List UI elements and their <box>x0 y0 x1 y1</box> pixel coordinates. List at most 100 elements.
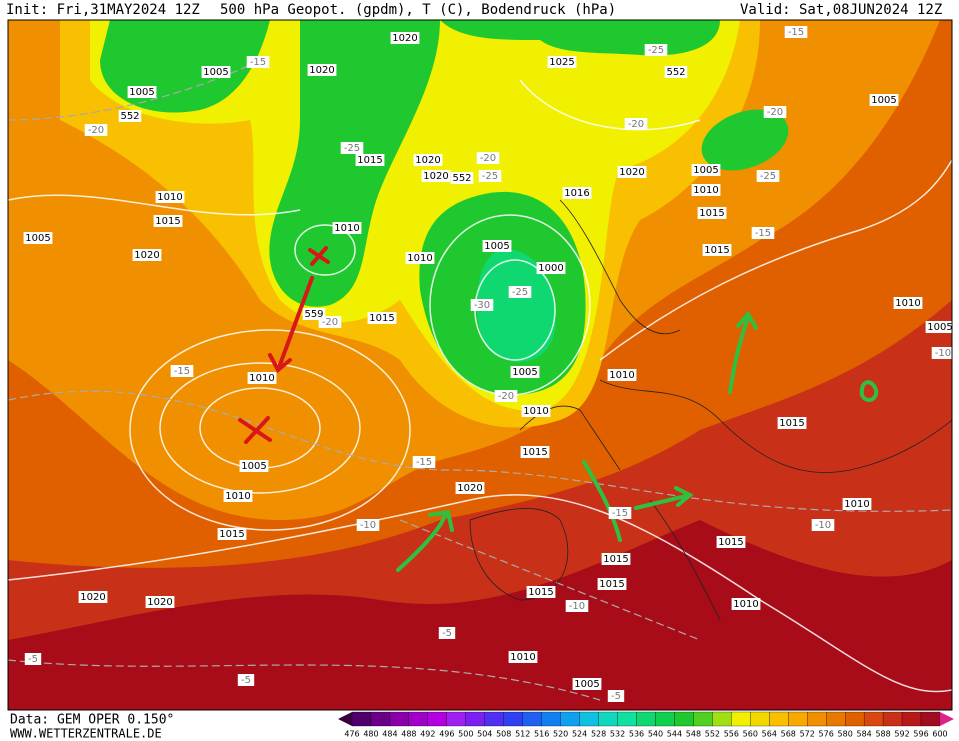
isobar-label: 1020 <box>147 597 172 608</box>
isobar-label: 1005 <box>203 67 228 78</box>
label-box <box>421 170 451 182</box>
colorbar-swatch <box>560 711 580 727</box>
label-box <box>413 154 443 166</box>
colorbar-swatch <box>901 711 922 727</box>
label-box <box>893 297 923 309</box>
isotherm-label: -10 <box>815 520 831 531</box>
isobar-label: 1015 <box>369 313 394 324</box>
label-box <box>84 124 108 136</box>
isotherm-label: -20 <box>767 107 783 118</box>
label-box <box>239 460 269 472</box>
label-box <box>510 366 540 378</box>
isobar-label: 1010 <box>225 491 250 502</box>
colorbar-label: 528 <box>591 730 606 739</box>
label-box <box>356 519 380 531</box>
colorbar-label: 500 <box>458 730 473 739</box>
colorbar-label: 592 <box>894 730 909 739</box>
isobar-label: 1005 <box>927 322 952 333</box>
colorbar-swatch <box>731 711 751 727</box>
colorbar-swatch <box>920 711 941 727</box>
colorbar-swatch <box>598 711 618 727</box>
isotherm-label: -25 <box>482 171 498 182</box>
label-box <box>118 110 142 122</box>
colorbar-label: 600 <box>932 730 947 739</box>
isotherm-label: -15 <box>755 228 771 239</box>
label-box <box>842 498 872 510</box>
colorbar-label: 476 <box>344 730 359 739</box>
colorbar-swatch <box>826 711 846 727</box>
isobar-label: 1005 <box>25 233 50 244</box>
colorbar-label: 516 <box>534 730 549 739</box>
isobar-label: 1020 <box>619 167 644 178</box>
label-box <box>607 690 625 702</box>
isobar-label: 1010 <box>157 192 182 203</box>
isotherms <box>8 59 952 701</box>
label-box <box>811 519 835 531</box>
colorbar-swatch <box>788 711 808 727</box>
isotherm-label: -20 <box>480 153 496 164</box>
isobar-label: 1020 <box>457 483 482 494</box>
valid-time: Valid: Sat,08JUN2024 12Z <box>740 2 942 18</box>
isobar-label: 1025 <box>549 57 574 68</box>
colorbar-label: 488 <box>401 730 416 739</box>
isobar-label: 1005 <box>693 165 718 176</box>
label-box <box>217 528 247 540</box>
colorbar-label: 544 <box>667 730 682 739</box>
colorbar-swatch <box>408 711 429 727</box>
label-box <box>127 86 157 98</box>
colorbar: 476 480 484 488 492 496 500 504 508 512 516 520 524 5… <box>338 711 954 739</box>
isobar-label: 1015 <box>718 537 743 548</box>
label-box <box>246 56 270 68</box>
colorbar-swatch <box>579 711 599 727</box>
map-fields: 1020102010051005-15552-201025-25552-1510… <box>8 20 952 710</box>
colorbar-swatch <box>465 711 485 727</box>
colorbar-label: 580 <box>838 730 853 739</box>
label-box <box>777 417 807 429</box>
label-box <box>482 240 512 252</box>
isobar-label: 1010 <box>609 370 634 381</box>
label-box <box>731 598 761 610</box>
colorbar-label: 536 <box>629 730 644 739</box>
label-box <box>438 627 456 639</box>
isobar-label: 1015 <box>603 554 628 565</box>
colorbar-label: 496 <box>439 730 454 739</box>
label-box <box>390 32 420 44</box>
colorbar-swatch <box>446 711 466 727</box>
colorbar-label: 484 <box>382 730 397 739</box>
colorbar-swatch <box>636 711 656 727</box>
label-box <box>520 446 550 458</box>
init-time: Init: Fri,31MAY2024 12Z <box>6 2 200 18</box>
label-box <box>716 536 746 548</box>
isobar-label: 1020 <box>392 33 417 44</box>
isotherm-label: -15 <box>612 508 628 519</box>
colorbar-label: 524 <box>572 730 587 739</box>
colorbar-swatch <box>389 711 410 727</box>
colorbar-label: 504 <box>477 730 492 739</box>
colorbar-swatch <box>484 711 504 727</box>
colorbar-swatch <box>351 711 372 727</box>
isobar-label: 1010 <box>693 185 718 196</box>
isobar-label: 1005 <box>574 679 599 690</box>
colorbar-label: 480 <box>363 730 378 739</box>
colorbar-swatch <box>522 711 542 727</box>
isobars <box>8 79 952 693</box>
label-box <box>367 312 397 324</box>
isobar-label: 1015 <box>522 447 547 458</box>
label-box <box>664 66 688 78</box>
isobar-label: 1015 <box>779 418 804 429</box>
isobar-label: 1015 <box>155 216 180 227</box>
colorbar-swatch <box>863 711 884 727</box>
isotherm-label: -5 <box>442 628 452 639</box>
isotherm-label: -5 <box>611 691 621 702</box>
isobar-label: 552 <box>452 173 471 184</box>
label-box <box>145 596 175 608</box>
colorbar-swatch <box>370 711 391 727</box>
label-box <box>405 252 435 264</box>
label-box <box>691 164 721 176</box>
colorbar-swatch <box>750 711 770 727</box>
label-box <box>624 118 648 130</box>
label-box <box>170 365 194 377</box>
label-box <box>508 286 532 298</box>
label-box <box>572 678 602 690</box>
